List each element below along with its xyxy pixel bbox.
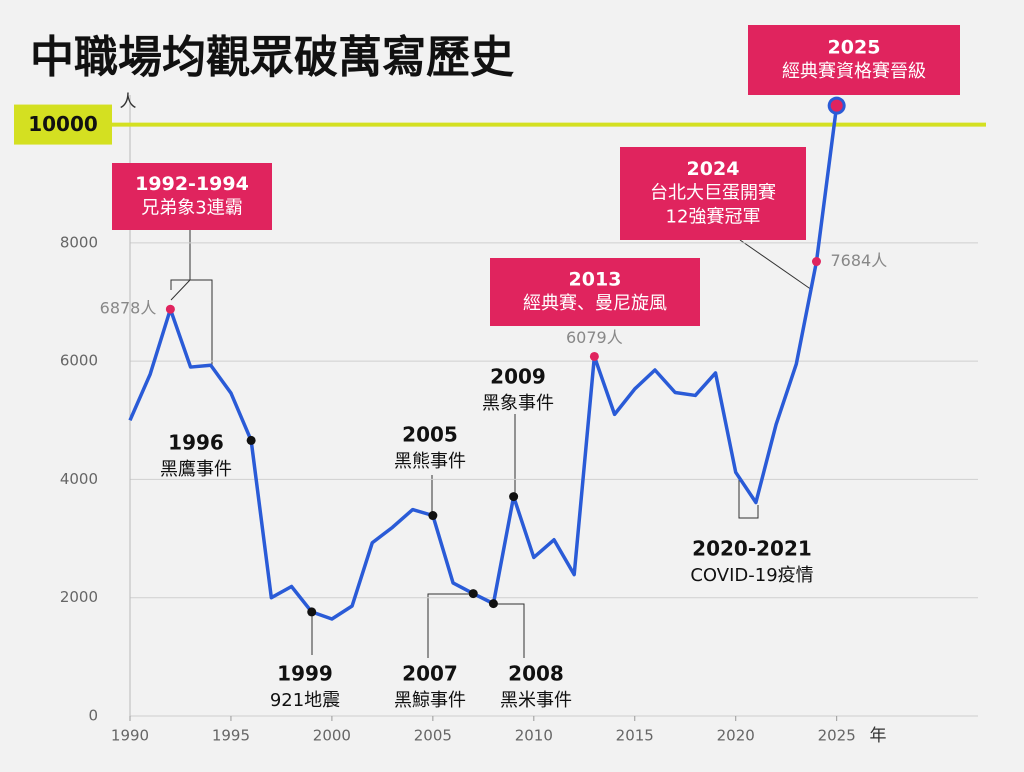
annotation-box — [620, 147, 806, 240]
annotation-box — [748, 25, 960, 95]
y-axis-label: 人 — [120, 92, 137, 112]
leader — [170, 279, 213, 366]
y-tick-label: 2000 — [60, 588, 98, 606]
highlight-point — [488, 599, 498, 609]
x-tick-label: 1995 — [212, 727, 250, 745]
annotation-text: 2007 — [402, 662, 458, 686]
highlight-point — [509, 492, 519, 502]
annotation-box — [490, 258, 700, 326]
annotation-text: 2024 — [687, 158, 740, 180]
annotation-text: COVID-19疫情 — [690, 565, 813, 586]
leader — [739, 239, 813, 291]
leader — [494, 603, 525, 658]
y-tick-label: 6000 — [60, 352, 98, 370]
annotation-text: 2005 — [402, 423, 458, 447]
annotation-text: 台北大巨蛋開賽 — [650, 182, 776, 204]
value-label: 7684人 — [830, 251, 887, 270]
annotation-text: 黑鯨事件 — [394, 690, 466, 711]
annotation-text: 1996 — [168, 431, 224, 455]
chart-title: 中職場均觀眾破萬寫歷史 — [30, 32, 514, 83]
highlight-point — [165, 304, 175, 314]
leader — [427, 593, 470, 658]
x-tick-label: 1990 — [111, 727, 149, 745]
data-line — [128, 105, 839, 621]
leader — [738, 478, 759, 519]
x-tick-label: 2010 — [515, 727, 553, 745]
annotation-text: 黑熊事件 — [394, 451, 466, 472]
y-tick-label: 4000 — [60, 470, 98, 488]
x-tick-label: 2020 — [717, 727, 755, 745]
x-axis-label: 年 — [870, 726, 887, 746]
x-tick-label: 2015 — [616, 727, 654, 745]
annotation-text: 1992-1994 — [135, 173, 249, 195]
highlight-point — [589, 351, 599, 361]
y-tick-label: 0 — [88, 707, 98, 725]
annotation-text: 經典賽資格賽晉級 — [782, 60, 926, 82]
annotation-box — [112, 163, 272, 230]
annotation-text: 12強賽冠軍 — [666, 206, 761, 228]
value-label: 6878人 — [100, 299, 157, 318]
leaders — [170, 230, 813, 658]
annotation-text: 兄弟象3連霸 — [141, 198, 242, 219]
y-tick-label: 8000 — [60, 233, 98, 251]
annotation-text: 黑象事件 — [482, 393, 554, 414]
annotation-text: 黑米事件 — [500, 690, 572, 711]
leader — [170, 230, 191, 301]
annotation-text: 2009 — [490, 365, 546, 389]
annotation-text: 黑鷹事件 — [160, 458, 232, 480]
annotation-text: 經典賽、曼尼旋風 — [523, 292, 667, 314]
annotation-text: 2025 — [828, 37, 881, 59]
highlight-label: 10000 — [28, 112, 98, 136]
highlight-point — [468, 589, 478, 599]
x-tick-label: 2000 — [313, 727, 351, 745]
highlight-point — [307, 607, 317, 617]
annotation-text: 2008 — [508, 662, 564, 686]
annotation-text: 2020-2021 — [692, 537, 812, 561]
annotation-text: 1999 — [277, 662, 333, 686]
annotation-text: 2013 — [569, 269, 622, 291]
highlight-point — [428, 511, 438, 521]
highlight-point — [246, 435, 256, 445]
value-label: 6079人 — [566, 328, 623, 347]
highlight-point — [830, 99, 843, 112]
x-tick-label: 2005 — [414, 727, 452, 745]
annotation-text: 921地震 — [270, 690, 340, 711]
highlight-label-box — [14, 104, 112, 145]
x-tick-label: 2025 — [818, 727, 856, 745]
highlight-point — [811, 257, 821, 267]
